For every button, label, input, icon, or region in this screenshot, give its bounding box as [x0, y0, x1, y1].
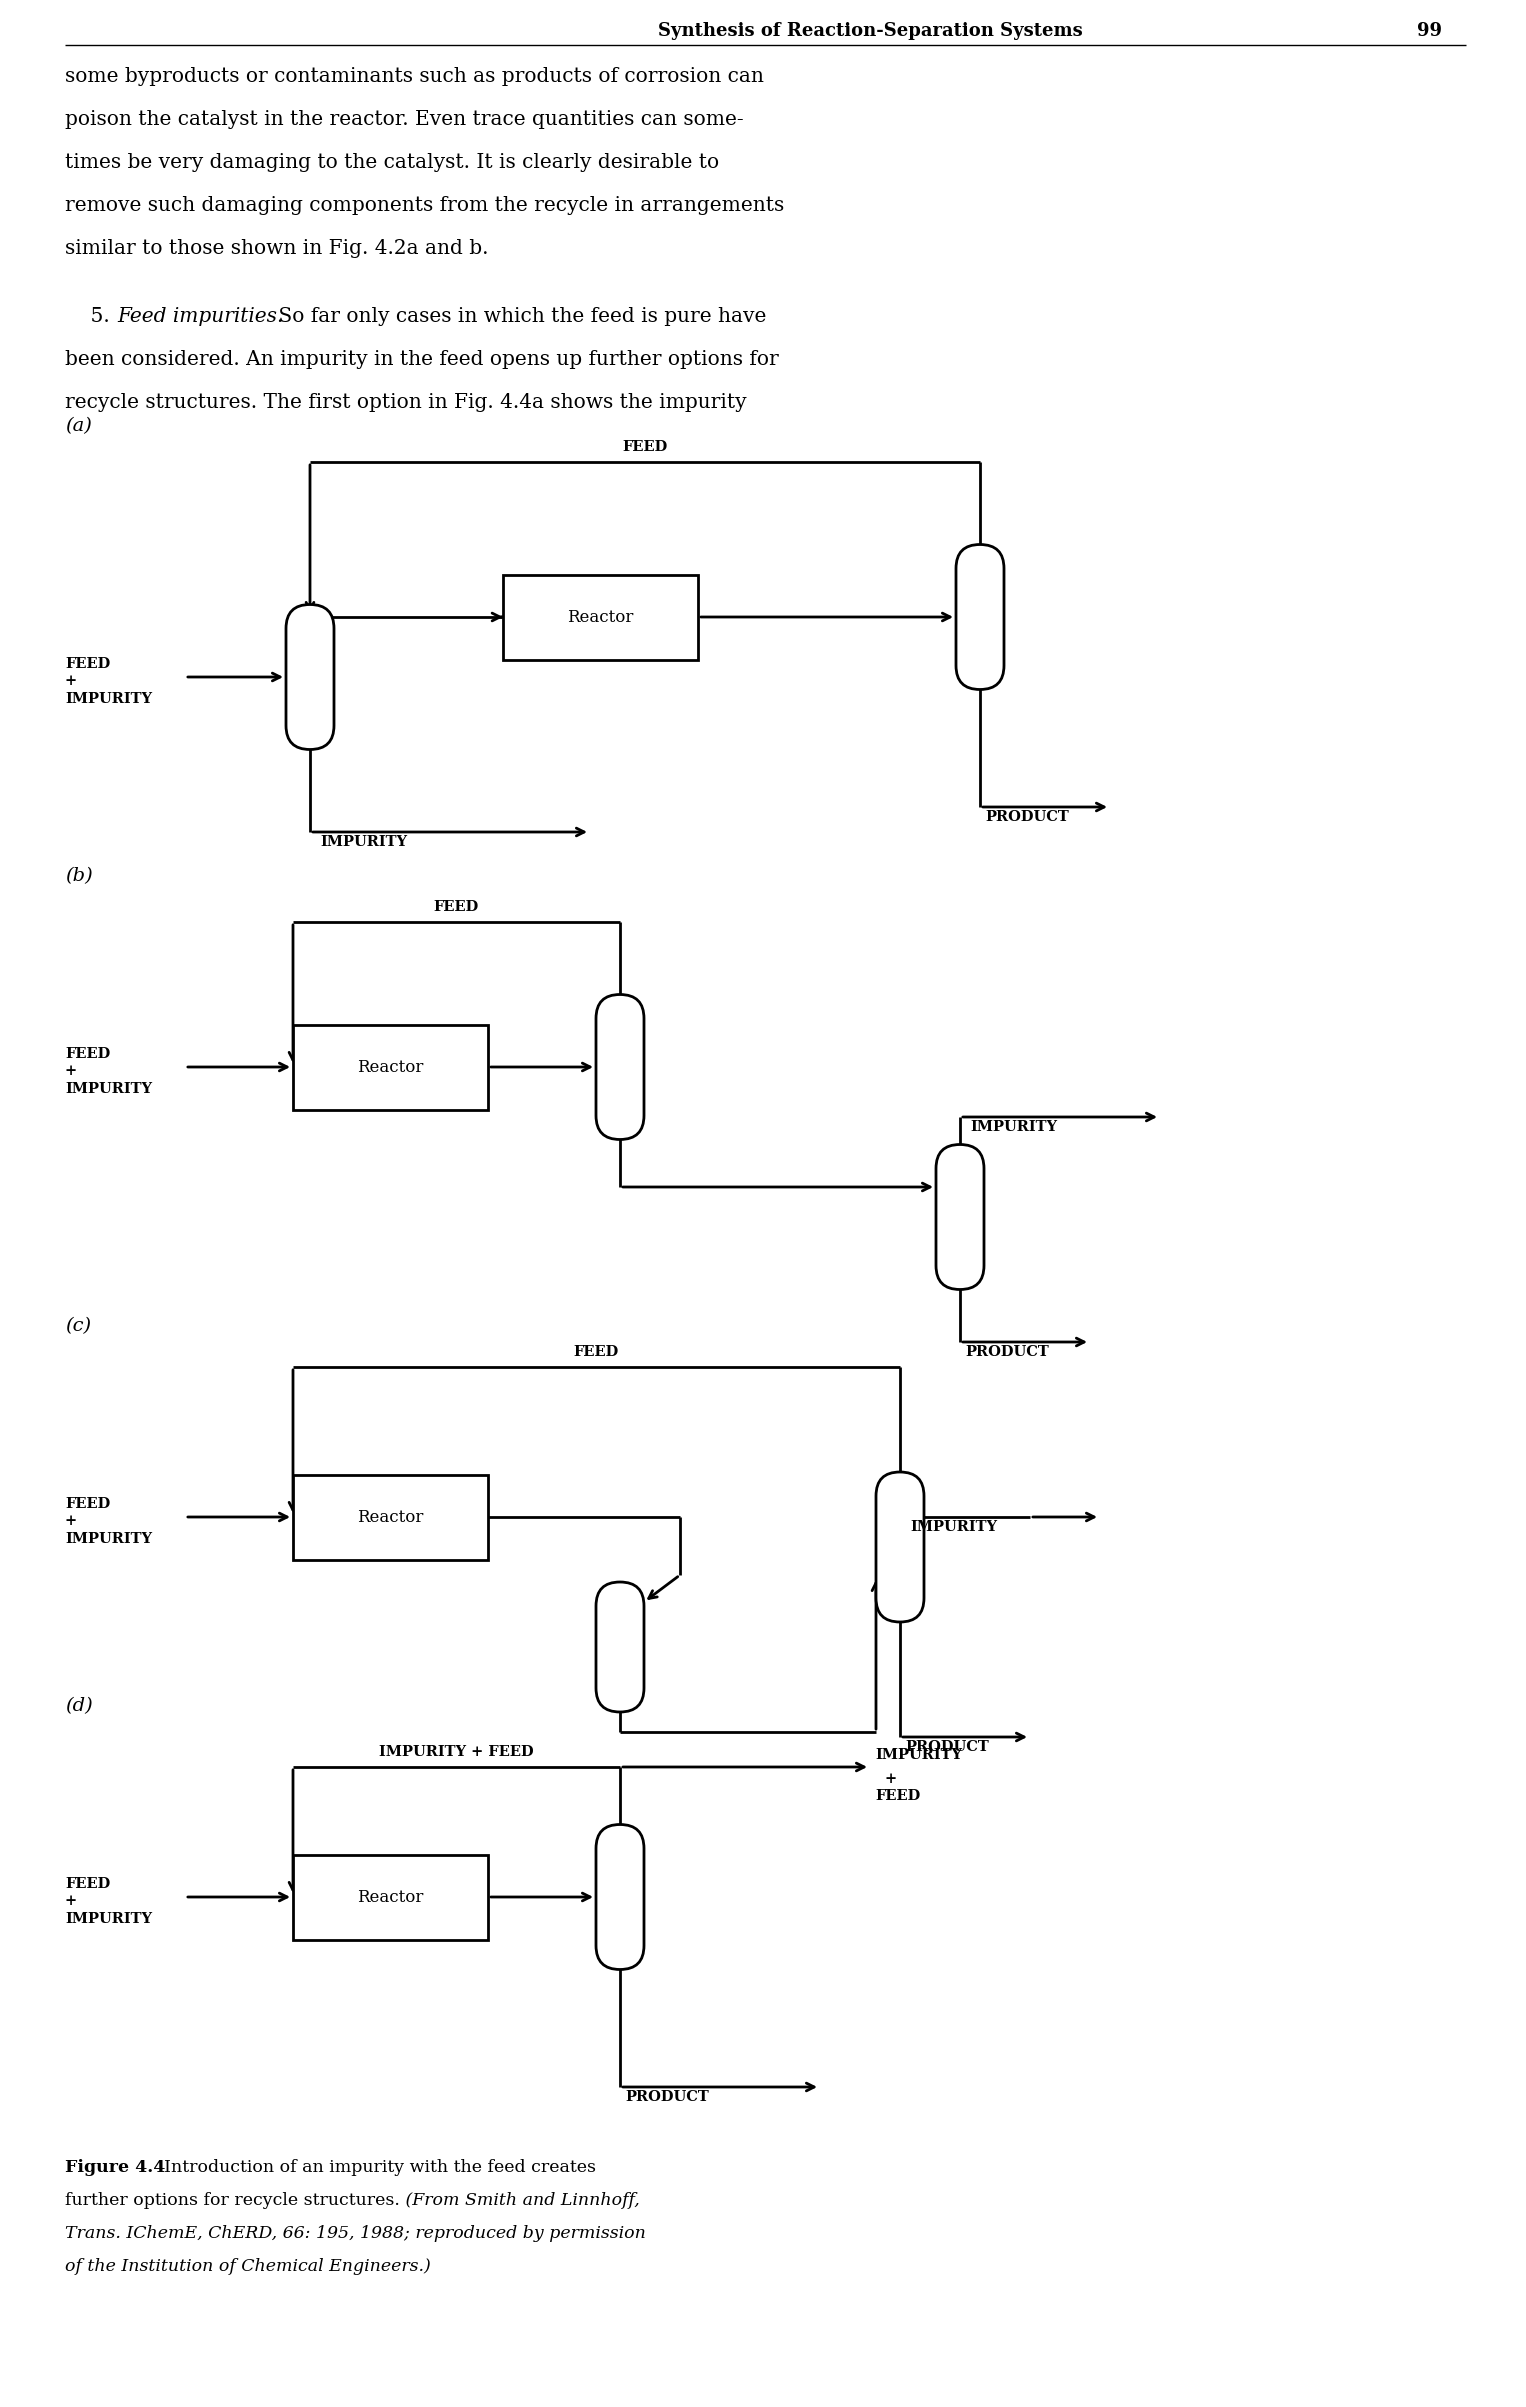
Text: Feed impurities.: Feed impurities.	[118, 308, 284, 325]
Text: Introduction of an impurity with the feed creates: Introduction of an impurity with the fee…	[153, 2159, 597, 2176]
Text: further options for recycle structures.: further options for recycle structures.	[66, 2193, 400, 2210]
Text: So far only cases in which the feed is pure have: So far only cases in which the feed is p…	[272, 308, 766, 325]
Text: (c): (c)	[66, 1317, 92, 1336]
Bar	[293, 1025, 487, 1110]
Text: been considered. An impurity in the feed opens up further options for: been considered. An impurity in the feed…	[66, 349, 778, 368]
Text: Reactor: Reactor	[357, 1889, 423, 1906]
Bar	[502, 575, 697, 660]
Text: IMPURITY: IMPURITY	[66, 1911, 153, 1926]
Text: Reactor: Reactor	[357, 1509, 423, 1526]
Text: IMPURITY + FEED: IMPURITY + FEED	[378, 1745, 533, 1760]
Text: PRODUCT: PRODUCT	[964, 1346, 1048, 1360]
Text: 99: 99	[1418, 22, 1442, 41]
Text: Trans. IChemE, ChERD, 66: 195, 1988; reproduced by permission: Trans. IChemE, ChERD, 66: 195, 1988; rep…	[66, 2224, 645, 2241]
Text: recycle structures. The first option in Fig. 4.4a shows the impurity: recycle structures. The first option in …	[66, 392, 746, 412]
Text: IMPURITY: IMPURITY	[320, 835, 407, 850]
Text: +: +	[885, 1772, 897, 1786]
Text: IMPURITY: IMPURITY	[66, 1083, 153, 1095]
Text: IMPURITY: IMPURITY	[66, 1531, 153, 1545]
Text: of the Institution of Chemical Engineers.): of the Institution of Chemical Engineers…	[66, 2258, 430, 2275]
Text: Reactor: Reactor	[357, 1059, 423, 1076]
Text: IMPURITY: IMPURITY	[909, 1519, 996, 1533]
Text: 5.: 5.	[66, 308, 116, 325]
Text: FEED: FEED	[66, 1497, 110, 1512]
Text: some byproducts or contaminants such as products of corrosion can: some byproducts or contaminants such as …	[66, 67, 765, 87]
Text: times be very damaging to the catalyst. It is clearly desirable to: times be very damaging to the catalyst. …	[66, 154, 719, 171]
Text: (From Smith and Linnhoff,: (From Smith and Linnhoff,	[400, 2193, 639, 2210]
FancyBboxPatch shape	[285, 604, 334, 749]
Text: FEED: FEED	[66, 1877, 110, 1892]
Text: FEED: FEED	[874, 1788, 920, 1803]
Text: +: +	[66, 1894, 78, 1909]
FancyBboxPatch shape	[597, 1825, 644, 1969]
Text: +: +	[66, 1514, 78, 1528]
Text: FEED: FEED	[623, 440, 668, 455]
Text: similar to those shown in Fig. 4.2a and b.: similar to those shown in Fig. 4.2a and …	[66, 238, 488, 258]
Text: PRODUCT: PRODUCT	[626, 2089, 708, 2104]
FancyBboxPatch shape	[597, 1581, 644, 1711]
Text: IMPURITY: IMPURITY	[874, 1747, 961, 1762]
Text: Figure 4.4: Figure 4.4	[66, 2159, 165, 2176]
Text: Reactor: Reactor	[566, 609, 633, 626]
FancyBboxPatch shape	[597, 994, 644, 1139]
Text: (b): (b)	[66, 867, 93, 886]
Text: PRODUCT: PRODUCT	[984, 811, 1068, 823]
Text: (a): (a)	[66, 416, 92, 436]
Text: Synthesis of Reaction-Separation Systems: Synthesis of Reaction-Separation Systems	[658, 22, 1082, 41]
Text: IMPURITY: IMPURITY	[66, 691, 153, 705]
Text: FEED: FEED	[433, 900, 479, 915]
Text: FEED: FEED	[66, 657, 110, 672]
FancyBboxPatch shape	[935, 1143, 984, 1290]
Text: +: +	[66, 674, 78, 688]
Text: IMPURITY: IMPURITY	[971, 1119, 1058, 1134]
Bar	[293, 1475, 487, 1560]
Text: +: +	[66, 1064, 78, 1078]
FancyBboxPatch shape	[876, 1473, 925, 1622]
Text: (d): (d)	[66, 1697, 93, 1716]
Text: PRODUCT: PRODUCT	[905, 1740, 989, 1755]
Text: FEED: FEED	[66, 1047, 110, 1061]
Text: FEED: FEED	[574, 1346, 618, 1360]
Text: remove such damaging components from the recycle in arrangements: remove such damaging components from the…	[66, 195, 784, 214]
FancyBboxPatch shape	[955, 544, 1004, 688]
Bar	[293, 1853, 487, 1940]
Text: poison the catalyst in the reactor. Even trace quantities can some-: poison the catalyst in the reactor. Even…	[66, 111, 743, 130]
